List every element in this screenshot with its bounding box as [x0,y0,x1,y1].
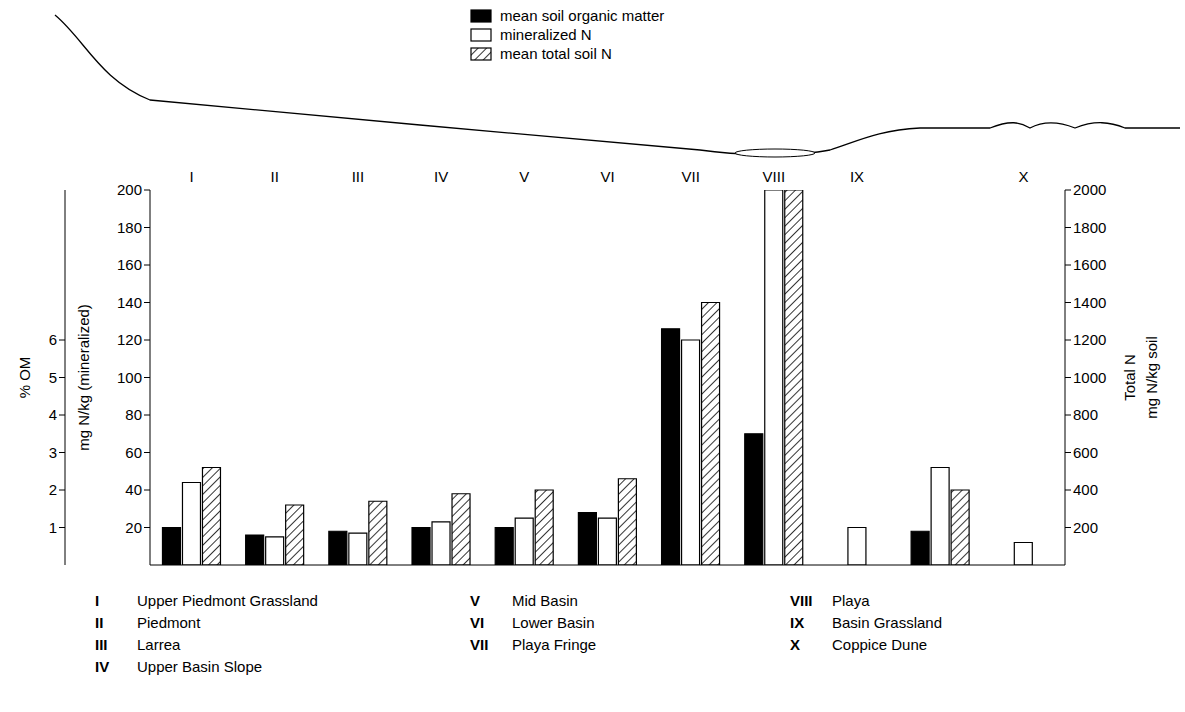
svg-text:1800: 1800 [1073,219,1106,236]
svg-text:mg N/kg (mineralized): mg N/kg (mineralized) [75,304,92,451]
html-text:X: X [790,636,800,653]
html-text:Larrea: Larrea [137,636,181,653]
svg-text:Total N: Total N [1121,354,1138,401]
html-text:V: V [470,592,480,609]
html-text:Coppice Dune: Coppice Dune [832,636,928,653]
svg-text:1200: 1200 [1073,331,1106,348]
svg-text:4: 4 [49,406,57,423]
svg-text:180: 180 [117,219,142,236]
svg-text:II: II [271,168,279,185]
html-text:IV: IV [95,658,110,675]
svg-text:VI: VI [600,168,614,185]
svg-text:6: 6 [49,331,57,348]
svg-text:1: 1 [49,519,57,536]
svg-text:% OM: % OM [16,357,33,399]
html-text:Lower Basin: Lower Basin [512,614,595,631]
html-text:VII: VII [470,636,489,653]
svg-text:IV: IV [434,168,448,185]
svg-text:600: 600 [1073,444,1098,461]
html-text:VI: VI [470,614,485,631]
svg-text:160: 160 [117,256,142,273]
svg-text:5: 5 [49,369,57,386]
svg-text:1000: 1000 [1073,369,1106,386]
svg-text:X: X [1018,168,1028,185]
html-text:Upper Piedmont Grassland: Upper Piedmont Grassland [137,592,318,609]
svg-text:1600: 1600 [1073,256,1106,273]
svg-text:2000: 2000 [1073,181,1106,198]
svg-text:IX: IX [850,168,864,185]
svg-text:2: 2 [49,481,57,498]
svg-text:100: 100 [117,369,142,386]
html-text:Upper Basin Slope: Upper Basin Slope [137,658,263,675]
html-text:Basin Grassland: Basin Grassland [832,614,943,631]
html-text:I: I [95,592,100,609]
html-text:II: II [95,614,104,631]
html-text:Mid Basin: Mid Basin [512,592,578,609]
svg-text:mg N/kg soil: mg N/kg soil [1143,336,1160,419]
svg-text:400: 400 [1073,481,1098,498]
html-text:Piedmont: Piedmont [137,614,201,631]
html-text:III: III [95,636,108,653]
svg-text:80: 80 [125,406,142,423]
svg-text:VII: VII [682,168,700,185]
html-text:mean soil organic matter: mean soil organic matter [500,7,665,24]
html-text:mean total soil N: mean total soil N [500,45,612,62]
html-text:IX: IX [790,614,805,631]
svg-text:40: 40 [125,481,142,498]
svg-text:III: III [352,168,365,185]
svg-text:VIII: VIII [763,168,786,185]
svg-text:60: 60 [125,444,142,461]
svg-text:I: I [190,168,194,185]
svg-text:200: 200 [117,181,142,198]
html-text:VIII: VIII [790,592,813,609]
html-text:Playa Fringe: Playa Fringe [512,636,597,653]
svg-text:20: 20 [125,519,142,536]
svg-text:V: V [519,168,529,185]
svg-text:3: 3 [49,444,57,461]
html-text:mineralized N: mineralized N [500,26,592,43]
svg-text:800: 800 [1073,406,1098,423]
html-text:Playa: Playa [832,592,870,609]
svg-text:140: 140 [117,294,142,311]
svg-text:200: 200 [1073,519,1098,536]
svg-text:1400: 1400 [1073,294,1106,311]
svg-text:120: 120 [117,331,142,348]
